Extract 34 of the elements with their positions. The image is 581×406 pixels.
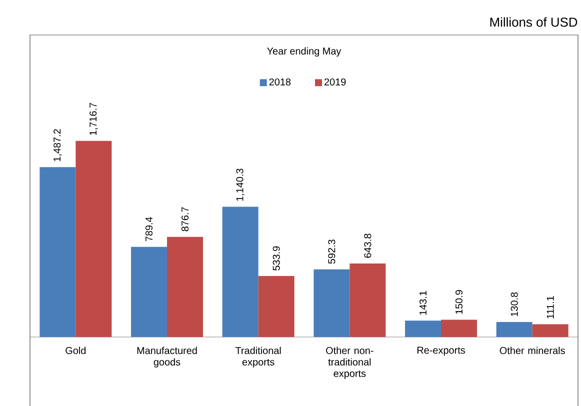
bar [441,320,478,337]
bar [222,206,258,337]
x-tick-label: Manufactured goods [137,346,197,368]
data-label: 592.3 [328,240,336,264]
data-label: 130.8 [510,292,518,316]
data-label: 789.4 [145,216,153,242]
data-label: 150.9 [455,290,463,314]
x-tick-label: Re-exports [417,346,466,356]
data-label: 643.8 [364,234,372,258]
chart-subtitle: Millions of USD [490,17,578,27]
legend-label: 2019 [324,78,346,86]
data-label: 533.9 [272,246,280,270]
data-label: 1,716.7 [90,102,98,135]
legend-label: 2018 [269,78,291,86]
data-label: 1,140.3 [236,168,244,201]
data-label: 1,487.2 [54,129,62,162]
bar [405,320,442,337]
bar [167,236,204,337]
x-tick-label: Traditional exports [235,346,281,368]
data-label: 111.1 [546,296,554,318]
x-tick-label: Gold [66,346,86,354]
x-tick-label: Other non-traditional exports [326,346,374,379]
legend-title: Year ending May [267,47,342,57]
data-label: 143.1 [419,291,427,315]
bar [258,276,294,337]
bar [40,167,76,337]
bar [350,263,386,337]
bar [496,322,532,337]
bar [314,269,350,337]
bar [76,140,112,337]
x-tick-label: Other minerals [500,346,565,354]
data-label: 876.7 [181,207,189,232]
bar [532,324,568,337]
bar [131,246,168,337]
